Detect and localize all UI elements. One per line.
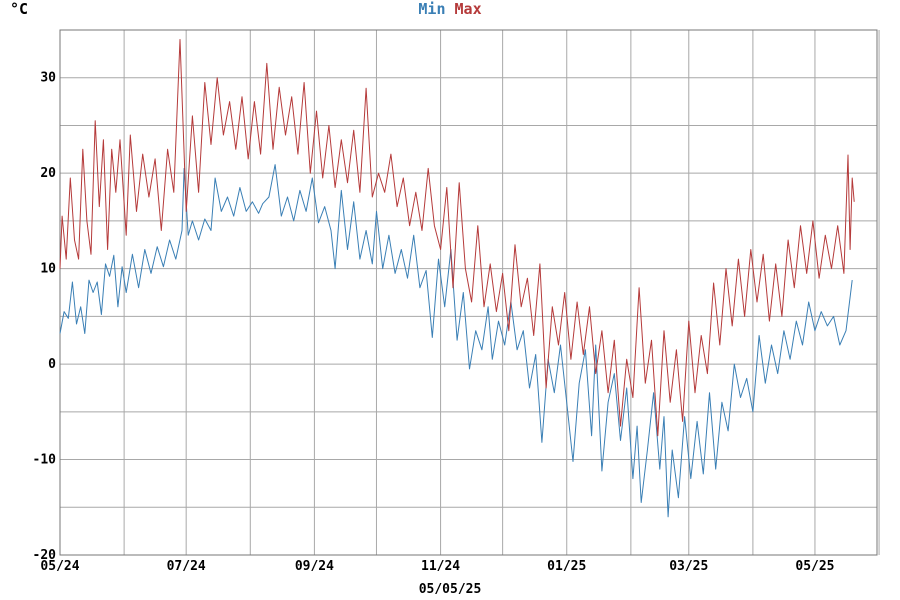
series-line-min [59, 164, 853, 518]
x-tick-label: 05/25 [795, 559, 834, 574]
x-tick-label: 01/25 [547, 559, 586, 574]
x-tick-label: 05/24 [40, 559, 79, 574]
legend: Min Max [0, 0, 900, 18]
y-tick-label: 20 [40, 166, 56, 181]
y-tick-label: 10 [40, 262, 56, 277]
y-tick-label: 30 [40, 71, 56, 86]
x-tick-label: 03/25 [669, 559, 708, 574]
y-tick-label: -10 [33, 453, 57, 468]
y-axis-unit-label: °C [10, 0, 29, 18]
plot-frame [59, 29, 878, 556]
series-line-max [59, 39, 855, 437]
y-tick-label: 0 [48, 357, 56, 372]
y-tick-label: -20 [33, 548, 57, 563]
footer-date: 05/05/25 [418, 582, 482, 597]
x-tick-label: 07/24 [167, 559, 206, 574]
x-tick-label: 09/24 [295, 559, 334, 574]
x-tick-label: 11/24 [421, 559, 460, 574]
legend-min: Min [418, 0, 446, 18]
legend-max: Max [454, 0, 482, 18]
